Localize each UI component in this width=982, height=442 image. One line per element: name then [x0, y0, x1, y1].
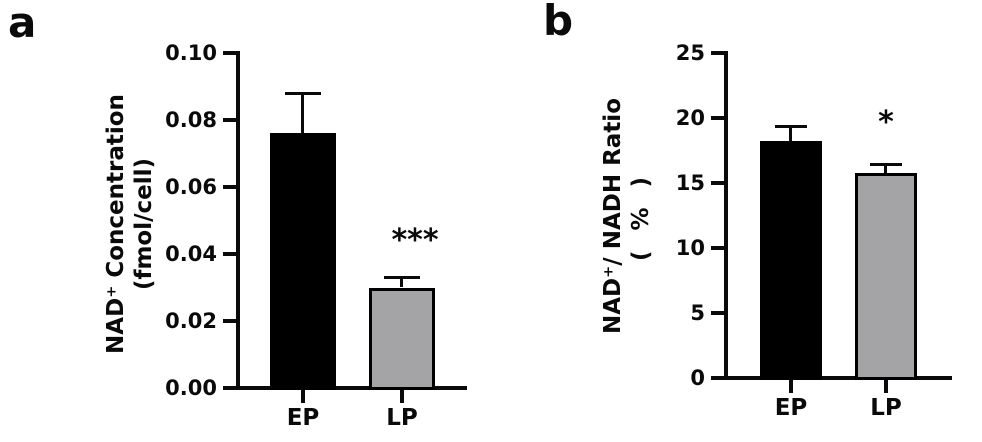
error-bar-line — [884, 163, 887, 173]
y-tick-label: 0.06 — [165, 175, 217, 199]
y-tick-label: 0.02 — [165, 309, 217, 333]
y-tick-label: 5 — [690, 301, 705, 325]
error-bar-cap — [775, 124, 807, 128]
error-bar-line — [789, 125, 792, 142]
significance-marker: * — [878, 105, 894, 140]
x-tick — [301, 390, 305, 403]
y-tick — [711, 181, 724, 185]
panel-b-letter: b — [543, 0, 574, 45]
y-tick-label: 15 — [675, 171, 705, 195]
bar-ep — [270, 133, 336, 390]
y-axis-line — [236, 51, 240, 390]
error-bar-cap — [384, 276, 420, 280]
y-tick-label: 20 — [675, 106, 705, 130]
x-axis-line — [724, 376, 952, 380]
y-tick-label: 0 — [690, 366, 705, 390]
y-tick — [711, 376, 724, 380]
panel-a-letter: a — [8, 0, 37, 47]
y-tick — [223, 252, 236, 256]
significance-marker: *** — [391, 223, 439, 258]
x-tick-label-lp: LP — [386, 405, 418, 431]
x-tick-label-lp: LP — [870, 395, 902, 421]
x-axis-line — [236, 386, 467, 390]
y-tick-label: 0.08 — [165, 108, 217, 132]
y-tick-label: 25 — [675, 41, 705, 65]
error-bar-cap — [285, 92, 321, 96]
y-tick — [223, 185, 236, 189]
y-tick — [223, 51, 236, 55]
bar-lp — [855, 172, 917, 380]
x-tick — [400, 390, 404, 403]
error-bar-line — [400, 277, 403, 288]
y-tick-label: 0.10 — [165, 41, 217, 65]
y-tick-label: 10 — [675, 236, 705, 260]
x-tick — [789, 380, 793, 393]
x-tick-label-ep: EP — [286, 405, 320, 431]
y-tick — [223, 118, 236, 122]
error-bar-line — [301, 93, 304, 134]
x-tick-label-ep: EP — [774, 395, 808, 421]
y-tick — [711, 51, 724, 55]
panel-b-y-axis-title: NAD⁺/ NADH Ratio ( % ) — [599, 46, 655, 386]
y-tick — [223, 319, 236, 323]
y-tick — [711, 116, 724, 120]
y-tick-label: 0.04 — [165, 242, 217, 266]
error-bar-cap — [870, 162, 902, 166]
y-tick — [223, 386, 236, 390]
y-tick — [711, 311, 724, 315]
y-axis-line — [724, 51, 728, 380]
y-tick — [711, 246, 724, 250]
panel-b-y-axis-title-line1: NAD⁺/ NADH Ratio — [600, 98, 626, 334]
panel-b-y-axis-title-line2: ( % ) — [628, 170, 654, 262]
y-tick-label: 0.00 — [165, 376, 217, 400]
x-tick — [884, 380, 888, 393]
bar-lp — [369, 287, 435, 390]
bar-ep — [760, 141, 822, 380]
